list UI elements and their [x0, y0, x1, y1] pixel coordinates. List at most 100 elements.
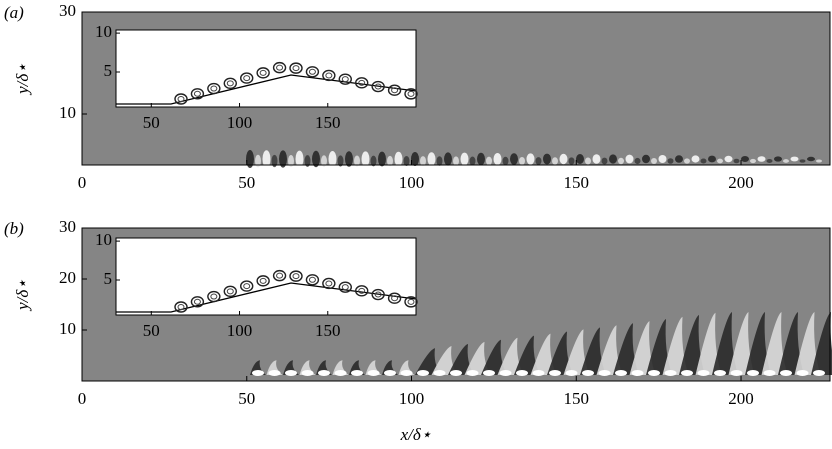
inset-blob	[207, 290, 221, 303]
inset-blob	[387, 84, 402, 96]
inset-blob	[174, 301, 188, 313]
contour-plume	[530, 333, 557, 375]
inset-blob	[407, 90, 415, 97]
contour-blob	[549, 370, 561, 376]
contour-blob	[427, 152, 436, 166]
contour-blob	[288, 154, 294, 168]
inset-blob	[374, 83, 382, 90]
inset-blob	[226, 288, 234, 295]
inset-blob	[259, 69, 267, 76]
x-tick-label: 50	[238, 173, 255, 192]
y-tick-label: 30	[59, 217, 76, 236]
inset-blob	[210, 85, 218, 92]
contour-blob	[565, 370, 578, 376]
contour-blob	[285, 370, 297, 376]
contour-blob	[598, 370, 611, 376]
x-tick-label: 50	[238, 389, 255, 408]
inset-blob	[407, 298, 415, 305]
inset-blob	[322, 69, 336, 82]
inset-y-tick-label: 10	[95, 230, 112, 249]
contour-plume	[464, 341, 491, 375]
inset-blob	[325, 72, 333, 79]
inset-x-tick-label: 150	[315, 113, 341, 132]
contour-plume	[431, 346, 458, 375]
inset-blob	[305, 66, 320, 78]
contour-plume	[481, 339, 507, 375]
contour-plume	[448, 343, 474, 375]
contour-blob	[444, 152, 452, 166]
inset-blob	[240, 72, 254, 84]
contours	[250, 312, 832, 376]
contour-blob	[684, 158, 690, 164]
contour-blob	[585, 157, 591, 165]
contour-blob	[268, 370, 281, 376]
contour-blob	[708, 155, 716, 163]
inset-blob	[210, 293, 218, 300]
contour-blob	[469, 156, 476, 166]
contour-blob	[691, 155, 700, 163]
contour-blob	[345, 151, 353, 167]
inset-blob	[276, 272, 284, 279]
inset-blob	[371, 80, 385, 93]
inset-blob	[223, 77, 237, 90]
inset-blob	[341, 284, 349, 291]
contour-blob	[576, 154, 584, 164]
contour-blob	[601, 157, 608, 165]
contour-blob	[483, 370, 495, 376]
contour-blob	[582, 370, 594, 376]
contour-blob	[658, 155, 667, 163]
contour-blob	[757, 156, 766, 162]
contour-blob	[271, 154, 278, 168]
contour-blob	[387, 155, 393, 167]
inset-blob	[391, 295, 399, 302]
inset-blob	[338, 73, 352, 85]
contour-blob	[499, 370, 512, 376]
contour-blob	[420, 156, 426, 166]
contour-blob	[799, 159, 806, 163]
contour-blob	[246, 150, 254, 168]
contour-plume	[629, 321, 656, 375]
inset-blob	[404, 296, 418, 308]
contour-blob	[747, 370, 759, 376]
inset-x-tick-label: 150	[315, 321, 341, 340]
contour-blob	[697, 370, 710, 376]
contour-plume	[761, 312, 788, 375]
contour-blob	[318, 370, 330, 376]
contour-blob	[403, 155, 410, 167]
inset-blob	[226, 80, 234, 87]
contour-blob	[559, 153, 568, 165]
inset-blob	[358, 287, 366, 294]
contour-blob	[417, 370, 429, 376]
contour-blob	[436, 156, 443, 166]
contour-blob	[502, 156, 509, 166]
contour-blob	[675, 155, 683, 163]
contour-blob	[466, 370, 479, 376]
inset-x-tick-label: 100	[227, 321, 253, 340]
inset-blob	[190, 296, 205, 308]
inset-blob	[325, 280, 333, 287]
contour-plume	[415, 348, 441, 375]
contour-blob	[634, 157, 641, 165]
contour-blob	[337, 155, 344, 167]
contour-blob	[367, 370, 380, 376]
contour-blob	[568, 157, 575, 165]
contour-blob	[796, 370, 809, 376]
contour-plume	[712, 312, 738, 375]
y-axis-label: y/δ⋆	[13, 63, 32, 96]
contour-blob	[384, 370, 396, 376]
inset-contours	[116, 269, 418, 313]
contour-blob	[813, 370, 825, 376]
inset-blob	[305, 274, 320, 286]
contour-blob	[717, 158, 723, 164]
inset-blob	[322, 277, 336, 290]
x-tick-label: 100	[399, 389, 425, 408]
contour-blob	[460, 152, 469, 166]
contour-blob	[433, 370, 446, 376]
contour-blob	[648, 370, 660, 376]
inset-x-tick-label: 50	[143, 113, 160, 132]
y-tick-label: 30	[59, 1, 76, 20]
inset-contours	[116, 61, 418, 105]
inset-blob	[276, 64, 284, 71]
contour-plume	[745, 312, 771, 375]
inset-blob	[243, 283, 251, 290]
